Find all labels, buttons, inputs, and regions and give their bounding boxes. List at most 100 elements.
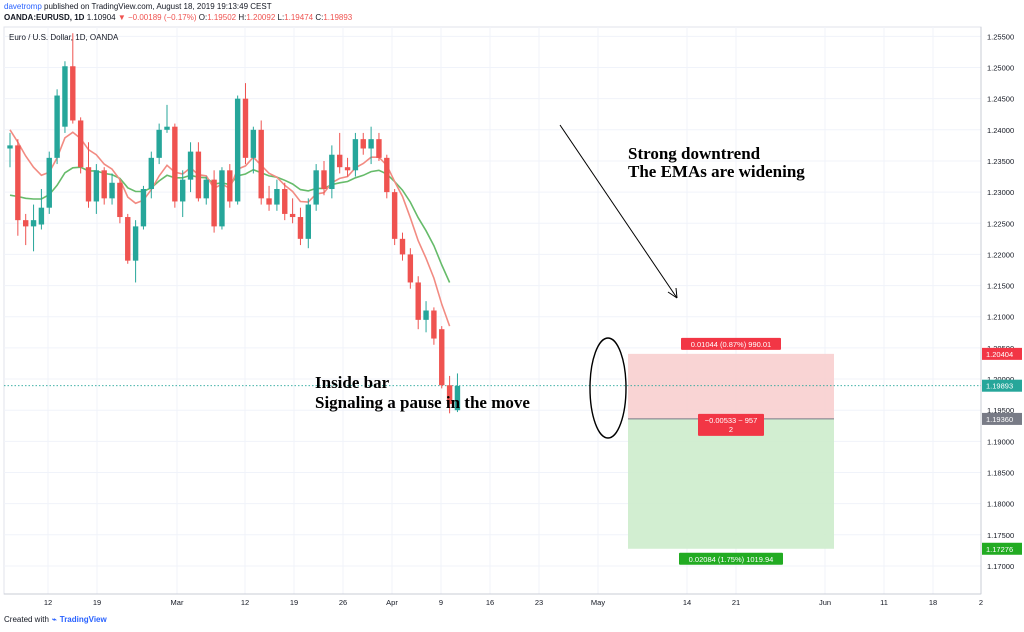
candle-body: [446, 385, 453, 404]
x-tick-label: 21: [732, 598, 740, 607]
ohlc-open-label: O:: [198, 13, 208, 22]
candle-body: [329, 154, 335, 189]
target-price-tag: 1.20404: [986, 350, 1013, 359]
down-arrow-icon: ▼: [117, 13, 126, 22]
candle-body: [187, 151, 194, 180]
annotation-inside-bar-2: Signaling a pause in the move: [315, 393, 530, 412]
candle-body: [439, 329, 445, 386]
y-tick-label: 1.24000: [987, 126, 1014, 135]
ohlc-close: 1.19893: [323, 13, 353, 22]
candle-body: [62, 66, 68, 127]
x-tick-label: 9: [439, 598, 443, 607]
candle-body: [132, 226, 139, 261]
candle-body: [109, 182, 115, 199]
stop-price-tag-bg: [982, 542, 1022, 555]
candle-body: [321, 170, 327, 189]
y-tick-label: 1.23000: [987, 188, 1014, 197]
candle-body: [219, 170, 225, 227]
trend-arrow-line: [559, 124, 678, 299]
entry-label: −0.00533 ~ 957: [705, 416, 758, 425]
candle-body: [30, 220, 37, 227]
y-tick-label: 1.23500: [987, 157, 1014, 166]
candle-body: [305, 204, 311, 239]
y-tick-label: 1.20000: [987, 375, 1014, 384]
candle-body: [93, 170, 100, 202]
last-price: 1.10904: [86, 13, 116, 22]
y-tick-label: 1.18000: [987, 500, 1014, 509]
candle-body: [156, 129, 162, 158]
candle-body: [180, 179, 186, 202]
publish-date: published on TradingView.com, August 18,…: [44, 2, 272, 11]
x-tick-label: Mar: [171, 598, 184, 607]
candle-body: [344, 167, 351, 171]
candle-body: [297, 217, 304, 239]
y-tick-label: 1.21500: [987, 282, 1014, 291]
candle-body: [250, 129, 257, 158]
candle-body: [38, 207, 45, 225]
candle-body: [227, 170, 233, 202]
annotation-downtrend-1: Strong downtrend: [628, 144, 761, 163]
footer: Created with ⌁ TradingView: [4, 615, 107, 624]
entry-price-tag: 1.19360: [986, 415, 1013, 424]
candle-body: [148, 157, 154, 189]
ohlc-close-label: C:: [315, 13, 324, 22]
candle-body: [164, 126, 170, 130]
candle-body: [391, 192, 398, 239]
candle-body: [85, 167, 92, 202]
stop-label: 0.02084 (1.75%) 1019.94: [689, 555, 774, 564]
candle-body: [77, 120, 84, 168]
candle-body: [266, 198, 272, 205]
candle-body: [399, 238, 406, 255]
candle-body: [195, 151, 202, 199]
x-tick-label: 14: [683, 598, 691, 607]
x-tick-label: 2: [979, 598, 983, 607]
ohlc-high-label: H:: [238, 13, 247, 22]
stop-price-tag: 1.17276: [986, 545, 1013, 554]
candle-body: [423, 310, 429, 320]
candle-body: [407, 254, 414, 283]
target-zone[interactable]: [628, 353, 834, 419]
candle-body: [101, 170, 107, 199]
y-tick-label: 1.18500: [987, 469, 1014, 478]
candle-body: [117, 182, 123, 218]
ohlc-high: 1.20092: [246, 13, 276, 22]
ohlc-low: 1.19474: [284, 13, 314, 22]
x-tick-label: May: [591, 598, 605, 607]
candle-body: [337, 154, 343, 168]
candle-body: [282, 189, 288, 214]
x-tick-label: 23: [535, 598, 543, 607]
candle-body: [258, 129, 264, 199]
candle-body: [274, 189, 280, 205]
entry-label-bg: [698, 413, 764, 436]
entry-price-tag-bg: [982, 412, 1022, 425]
stop-label-bg: [679, 552, 783, 565]
x-tick-label: Apr: [386, 598, 398, 607]
candle-body: [352, 139, 359, 171]
candle-body: [242, 98, 249, 158]
y-tick-label: 1.22500: [987, 219, 1014, 228]
y-tick-label: 1.19500: [987, 406, 1014, 415]
plot-area[interactable]: [3, 26, 982, 595]
x-tick-label: 12: [241, 598, 249, 607]
target-price-tag-bg: [982, 347, 1022, 360]
symbol-name: OANDA:EURUSD, 1D: [4, 13, 85, 22]
candle-body: [234, 98, 241, 202]
x-tick-label: 11: [880, 598, 888, 607]
arrow-head-icon: [667, 287, 678, 299]
candle-body: [172, 126, 178, 202]
stop-zone[interactable]: [628, 418, 834, 549]
candle-body: [7, 145, 13, 149]
candle-body: [415, 282, 421, 320]
y-tick-label: 1.21000: [987, 313, 1014, 322]
author-name[interactable]: davetromp: [4, 2, 42, 11]
tradingview-logo-icon: ⌁: [51, 615, 57, 624]
price-change: −0.00189 (−0.17%): [128, 13, 197, 22]
y-tick-label: 1.25500: [987, 32, 1014, 41]
candle-body: [454, 385, 461, 411]
y-tick-label: 1.24500: [987, 95, 1014, 104]
candle-body: [368, 139, 374, 149]
tradingview-brand[interactable]: TradingView: [59, 615, 107, 624]
chart-header: davetromp published on TradingView.com, …: [0, 0, 1024, 26]
ohlc-open: 1.19502: [207, 13, 237, 22]
